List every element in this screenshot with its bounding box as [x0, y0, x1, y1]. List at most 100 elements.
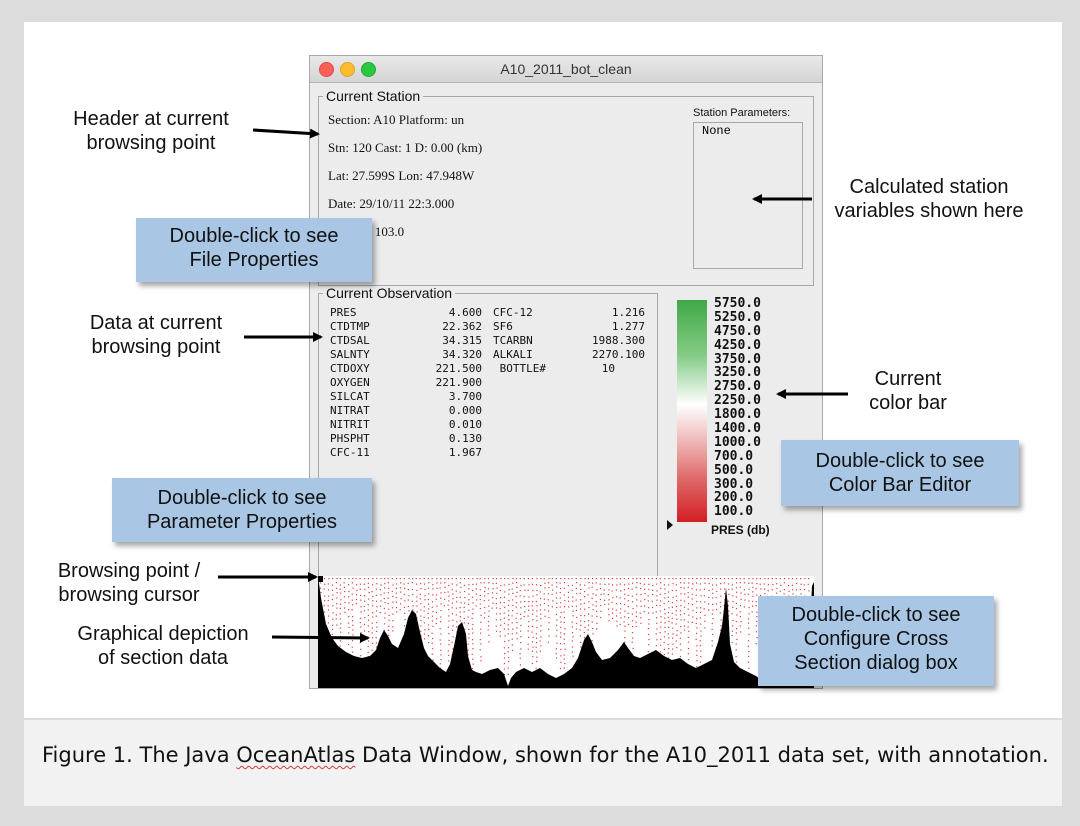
- sample-dot: [352, 587, 354, 589]
- sample-dot: [472, 596, 474, 598]
- sample-dot: [448, 609, 450, 611]
- sample-dot: [560, 655, 562, 657]
- sample-dot: [355, 584, 358, 586]
- color-bar[interactable]: [677, 300, 707, 522]
- color-bar-pointer-icon[interactable]: [667, 520, 673, 530]
- sample-dot: [603, 599, 606, 601]
- sample-dot: [491, 607, 493, 609]
- sample-dot: [671, 602, 674, 604]
- zoom-window-icon[interactable]: [361, 62, 376, 77]
- sample-dot: [532, 646, 534, 648]
- sample-dot: [592, 633, 594, 635]
- sample-dot: [344, 611, 346, 613]
- sample-dot: [371, 649, 373, 651]
- sample-dot: [664, 588, 666, 590]
- sample-dot: [500, 624, 502, 626]
- observation-row: NITRIT 0.010: [330, 418, 482, 431]
- sample-dot: [495, 630, 498, 632]
- sample-dot: [376, 583, 378, 585]
- sample-dot: [748, 633, 750, 635]
- sample-dot: [392, 630, 394, 632]
- sample-dot: [527, 648, 529, 650]
- sample-dot: [791, 578, 794, 580]
- sample-dot: [420, 583, 422, 585]
- sample-dot: [504, 578, 506, 580]
- sample-dot: [528, 636, 530, 639]
- sample-dot: [735, 656, 737, 658]
- sample-dot: [664, 622, 666, 624]
- sample-dot: [571, 578, 573, 580]
- sample-dot: [672, 596, 674, 598]
- sample-dot: [515, 578, 517, 580]
- sample-dot: [740, 598, 742, 601]
- sample-dot: [507, 578, 509, 580]
- sample-dot: [327, 589, 330, 591]
- sample-dot: [596, 610, 598, 612]
- sample-dot: [448, 644, 450, 646]
- sample-dot: [731, 641, 733, 644]
- sample-dot: [332, 612, 334, 614]
- sample-dot: [468, 637, 470, 639]
- sample-dot: [727, 578, 730, 580]
- sample-dot: [367, 609, 369, 611]
- sample-dot: [735, 587, 738, 589]
- title-bar[interactable]: A10_2011_bot_clean: [310, 56, 822, 83]
- sample-dot: [627, 612, 629, 614]
- sample-dot: [595, 582, 597, 584]
- sample-dot: [619, 597, 621, 599]
- sample-dot: [436, 582, 438, 584]
- sample-dot: [704, 582, 706, 584]
- sample-dot: [359, 588, 361, 590]
- sample-dot: [572, 636, 574, 638]
- sample-dot: [627, 600, 629, 602]
- sample-dot: [752, 595, 754, 597]
- sample-dot: [404, 587, 406, 590]
- sample-dot: [711, 584, 714, 586]
- sample-dot: [616, 596, 618, 598]
- sample-dot: [328, 595, 330, 597]
- sample-dot: [479, 603, 481, 605]
- sample-dot: [748, 606, 750, 609]
- sample-dot: [659, 632, 661, 634]
- sample-dot: [739, 604, 742, 607]
- sample-dot: [359, 583, 361, 585]
- sample-dot: [571, 621, 573, 623]
- sample-dot: [527, 643, 529, 645]
- sample-dot: [448, 620, 450, 622]
- sample-dot: [735, 621, 737, 623]
- sample-dot: [420, 588, 422, 590]
- sample-dot: [544, 609, 546, 611]
- sample-dot: [695, 632, 698, 635]
- browsing-cursor-icon[interactable]: [318, 576, 323, 582]
- sample-dot: [475, 588, 477, 590]
- sample-dot: [712, 633, 714, 635]
- sample-dot: [536, 605, 538, 607]
- observation-row: BOTTLE# 10: [493, 362, 615, 375]
- minimize-window-icon[interactable]: [340, 62, 355, 77]
- sample-dot: [699, 611, 702, 614]
- sample-dot: [663, 602, 665, 605]
- station-parameters-list[interactable]: None: [693, 122, 803, 269]
- sample-dot: [800, 583, 802, 585]
- sample-dot: [524, 611, 526, 613]
- sample-dot: [596, 615, 598, 618]
- section-plot[interactable]: [318, 576, 814, 688]
- sample-dot: [588, 587, 590, 589]
- sample-dot: [371, 627, 373, 629]
- sample-dot: [724, 593, 726, 595]
- sample-dot: [516, 591, 518, 593]
- sample-dot: [723, 604, 725, 606]
- close-window-icon[interactable]: [319, 62, 334, 77]
- sample-dot: [595, 605, 597, 607]
- sample-dot: [535, 584, 538, 586]
- sample-dot: [776, 587, 778, 590]
- sample-dot: [392, 620, 394, 622]
- sample-dot: [440, 643, 442, 645]
- sample-dot: [623, 584, 626, 586]
- sample-dot: [528, 596, 530, 598]
- sample-dot: [607, 593, 610, 596]
- sample-dot: [383, 587, 386, 589]
- sample-dot: [555, 578, 557, 580]
- sample-dot: [647, 600, 649, 602]
- sample-dot: [496, 578, 498, 580]
